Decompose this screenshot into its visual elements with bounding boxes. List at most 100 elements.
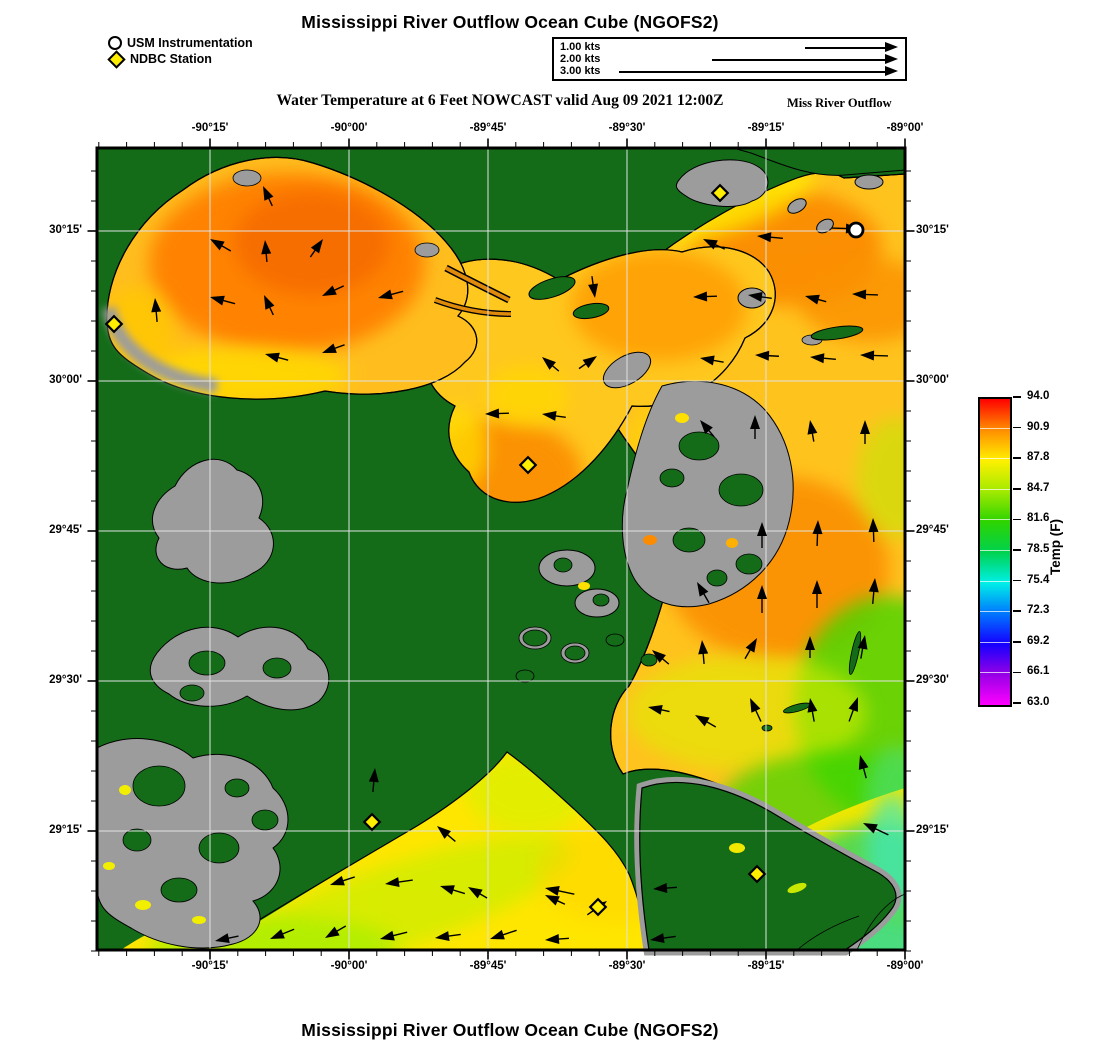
page-title: Mississippi River Outflow Ocean Cube (NG…	[301, 12, 719, 32]
current-vector-icon	[378, 289, 404, 300]
current-vector-icon	[652, 650, 670, 665]
colorbar-gridline	[980, 458, 1010, 460]
x-tick-label: -89°30'	[608, 960, 646, 972]
current-vector-icon	[151, 298, 162, 322]
current-vector-icon	[807, 698, 818, 722]
usm-station-marker	[847, 221, 865, 239]
y-tick-label: 29°15'	[916, 824, 949, 836]
colorbar-gridline	[980, 580, 1010, 582]
colorbar-gridline	[980, 672, 1010, 674]
current-vector-icon	[697, 582, 710, 604]
colorbar-tick-label: 72.3	[1027, 604, 1050, 617]
colorbar-tick	[1013, 396, 1021, 398]
colorbar-tick	[1013, 488, 1021, 490]
current-vector-icon	[440, 885, 466, 895]
current-vector-icon	[812, 520, 823, 547]
colorbar-tick	[1013, 641, 1021, 643]
legend-ndbc-label: NDBC Station	[130, 52, 212, 66]
velocity-arrow-3-icon	[619, 67, 898, 76]
x-tick-label: -89°45'	[469, 122, 507, 134]
velocity-label-1: 1.00 kts	[560, 41, 601, 53]
current-vector-icon	[325, 925, 347, 938]
current-vector-icon	[270, 928, 295, 939]
current-vector-icon	[805, 294, 827, 305]
current-vector-icon	[264, 295, 275, 316]
current-vector-icon	[860, 420, 870, 444]
colorbar-tick	[1013, 518, 1021, 521]
colorbar-gridline	[980, 611, 1010, 613]
current-vector-icon	[858, 755, 869, 779]
center-left-marsh	[151, 458, 274, 584]
current-vector-icon	[485, 408, 510, 419]
current-vector-icon	[700, 420, 715, 438]
colorbar-tick-label: 81.6	[1027, 512, 1050, 525]
current-vector-icon	[545, 934, 569, 945]
current-vector-icon	[578, 356, 597, 370]
x-tick-label: -89°00'	[886, 960, 924, 972]
velocity-label-2: 2.00 kts	[560, 53, 601, 65]
current-vector-icon	[545, 895, 566, 906]
bottom-left-marsh-b	[96, 738, 289, 949]
usm-circle-icon	[108, 36, 122, 50]
depth-contours	[796, 893, 906, 951]
ndbc-station-marker	[518, 455, 538, 475]
y-tick-label: 30°00'	[49, 374, 82, 386]
current-vector-icon	[703, 239, 726, 250]
mississippi-coast-land	[732, 147, 906, 176]
x-tick-label: -90°00'	[330, 960, 368, 972]
ndbc-station-marker	[588, 897, 608, 917]
current-vector-icon	[757, 585, 767, 613]
current-vector-icon	[750, 415, 760, 439]
velocity-label-3: 3.00 kts	[560, 65, 601, 77]
x-tick-label: -89°15'	[747, 960, 785, 972]
x-tick-label: -89°15'	[747, 122, 785, 134]
current-vector-icon	[750, 698, 762, 722]
colorbar-tick-label: 66.1	[1027, 665, 1050, 678]
map-svg	[87, 138, 915, 960]
legend-row-ndbc: NDBC Station	[107, 49, 253, 69]
current-vector-icon	[868, 518, 879, 543]
rigolets-channels	[433, 264, 512, 317]
y-tick-label: 29°30'	[916, 674, 949, 686]
current-vector-icon	[857, 635, 868, 659]
velocity-row-1: 1.00 kts	[554, 41, 905, 54]
y-tick-label: 29°15'	[49, 824, 82, 836]
rigolets-land-bits	[528, 276, 610, 320]
colorbar-tick-label: 90.9	[1027, 420, 1050, 433]
colorbar-gridline	[980, 488, 1010, 490]
current-vector-icon	[261, 240, 272, 262]
current-vector-icon	[744, 638, 757, 660]
current-vector-icon	[812, 580, 822, 608]
current-vector-icon	[490, 929, 517, 940]
current-vector-icon	[700, 355, 724, 366]
colorbar-tick	[1013, 702, 1021, 704]
current-vector-icon	[757, 232, 783, 243]
current-vector-icon	[210, 239, 232, 252]
current-vector-icon	[265, 352, 289, 363]
colorbar-tick	[1013, 610, 1021, 612]
y-tick-label: 29°45'	[49, 524, 82, 536]
y-tick-label: 30°15'	[916, 224, 949, 236]
pontchartrain-coastline	[106, 156, 478, 400]
colorbar-gridline	[980, 641, 1010, 643]
current-vector-icon	[588, 276, 599, 298]
colorbar-tick	[1013, 426, 1021, 429]
current-vector-icon	[755, 350, 780, 361]
axis-ticks	[87, 138, 915, 960]
current-vector-icon	[542, 357, 560, 372]
current-vector-icon	[545, 886, 575, 896]
bottom-left-marsh-a	[149, 626, 330, 711]
colorbar-tick	[1013, 579, 1021, 582]
current-vector-icon	[748, 291, 772, 302]
x-tick-label: -90°00'	[330, 122, 368, 134]
velocity-arrow-2-icon	[712, 55, 898, 64]
current-vector-icon	[210, 295, 236, 306]
x-tick-label: -90°15'	[191, 122, 229, 134]
deer-island	[801, 325, 864, 346]
current-vector-icon	[215, 933, 239, 943]
velocity-row-3: 3.00 kts	[554, 65, 905, 78]
legend-row-usm: USM Instrumentation	[108, 35, 253, 51]
current-vector-icon	[309, 239, 323, 258]
current-vector-icon	[648, 705, 670, 715]
